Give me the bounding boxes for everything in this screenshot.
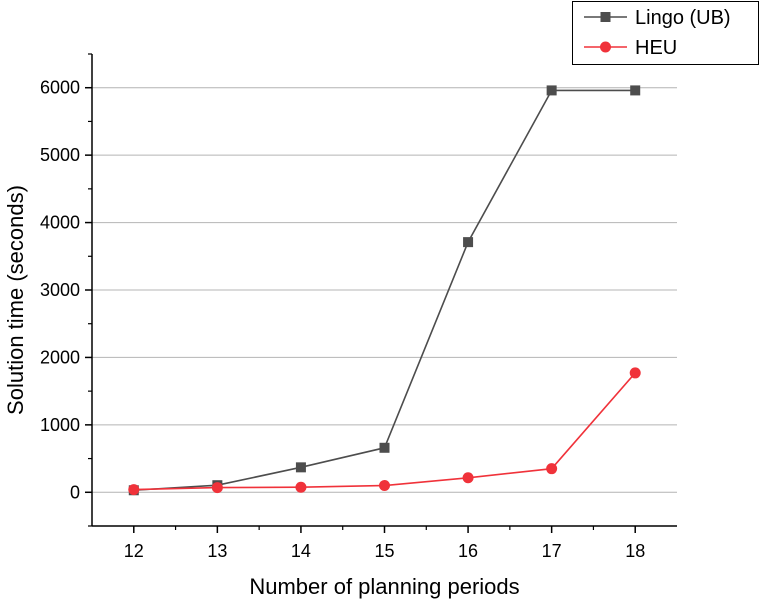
x-tick-label-13: 13 <box>207 541 227 561</box>
y-tick-label-5000: 5000 <box>40 145 80 165</box>
y-tick-label-0: 0 <box>70 482 80 502</box>
legend: Lingo (UB) HEU <box>572 1 759 65</box>
data-point-1-15 <box>379 480 390 492</box>
series-1 <box>128 367 641 496</box>
data-point-0-15 <box>379 442 390 453</box>
legend-marker-0 <box>600 12 611 22</box>
data-point-1-12 <box>128 484 140 496</box>
y-tick-label-4000: 4000 <box>40 213 80 233</box>
data-point-0-18 <box>630 85 641 96</box>
gridlines <box>92 87 677 493</box>
legend-label-0: Lingo (UB) <box>635 7 731 29</box>
y-tick-label-1000: 1000 <box>40 415 80 435</box>
x-tick-label-16: 16 <box>458 541 478 561</box>
data-point-0-14 <box>295 462 306 473</box>
data-point-0-16 <box>463 237 474 248</box>
legend-marker-1 <box>600 41 611 53</box>
x-axis-title: Number of planning periods <box>249 574 519 599</box>
y-tick-label-6000: 6000 <box>40 78 80 98</box>
x-tick-label-17: 17 <box>542 541 562 561</box>
legend-label-1: HEU <box>635 37 677 59</box>
x-tick-label-12: 12 <box>124 541 144 561</box>
data-point-1-18 <box>629 367 641 379</box>
data-point-1-16 <box>462 472 474 484</box>
data-point-0-17 <box>546 85 557 96</box>
series-line-1 <box>133 372 636 491</box>
axes: 0 1000 2000 3000 4000 5000 6000 12 13 14 15 16 17 18 <box>40 53 677 561</box>
y-tick-label-2000: 2000 <box>40 347 80 367</box>
y-axis-title: Solution time (seconds) <box>3 185 28 415</box>
data-point-1-17 <box>546 463 558 475</box>
x-tick-label-15: 15 <box>374 541 394 561</box>
y-tick-label-3000: 3000 <box>40 280 80 300</box>
data-point-1-14 <box>295 481 307 493</box>
data-point-1-13 <box>211 482 223 494</box>
x-tick-label-18: 18 <box>625 541 645 561</box>
series-group <box>128 85 641 496</box>
x-tick-label-14: 14 <box>291 541 311 561</box>
